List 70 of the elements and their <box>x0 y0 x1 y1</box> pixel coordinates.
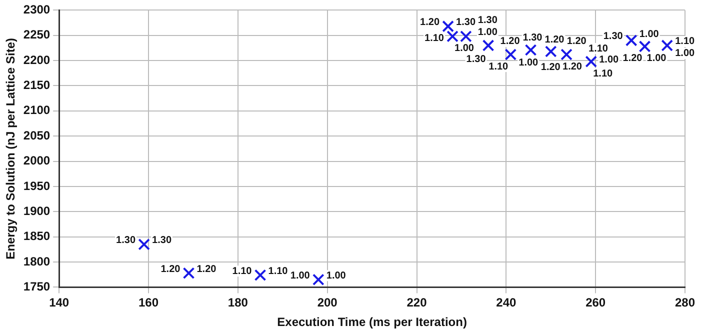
x-tick-label: 220 <box>406 296 428 310</box>
point <box>182 267 195 280</box>
annotation: 1.10 <box>424 33 444 44</box>
x-tick-label: 200 <box>317 296 338 310</box>
annotation: 1.10 <box>488 61 509 72</box>
point <box>460 30 472 42</box>
y-tick-label: 2300 <box>23 2 50 17</box>
point <box>254 269 266 282</box>
annotation: 1.00 <box>326 270 346 282</box>
annotation: 1.20 <box>500 36 520 48</box>
y-axis-title: Energy to Solution (nJ per Lattice Site) <box>4 38 18 260</box>
annotation: 1.10 <box>268 266 288 277</box>
x-tick-label: 260 <box>586 296 606 310</box>
annotation: 1.00 <box>646 53 667 64</box>
point <box>661 40 674 52</box>
x-tick-label: 180 <box>228 296 248 310</box>
point <box>138 238 150 250</box>
annotation: 1.00 <box>454 43 474 54</box>
y-tick-label: 1950 <box>23 178 50 193</box>
point <box>625 34 638 46</box>
point <box>504 48 517 60</box>
annotation: 1.10 <box>593 68 614 80</box>
point <box>585 56 598 68</box>
annotation: 1.10 <box>232 266 252 277</box>
annotation: 1.30 <box>478 15 498 26</box>
point <box>638 40 651 52</box>
annotation: 1.30 <box>152 235 172 246</box>
y-tick-label: 1800 <box>23 254 50 268</box>
point <box>446 30 458 42</box>
point <box>544 46 557 58</box>
annotation: 1.20 <box>160 264 181 275</box>
annotation: 1.20 <box>196 264 217 275</box>
annotation: 1.20 <box>622 53 643 64</box>
x-axis-title: Execution Time (ms per Iteration) <box>277 315 467 330</box>
annotation: 1.00 <box>518 57 539 68</box>
annotation: 1.30 <box>522 32 543 44</box>
annotation: 1.30 <box>456 17 476 28</box>
annotation: 1.30 <box>466 54 486 66</box>
x-tick-label: 140 <box>49 296 70 310</box>
x-tick-label: 280 <box>674 296 696 310</box>
annotation: 1.00 <box>675 48 696 60</box>
point <box>560 48 572 60</box>
y-tick-label: 1900 <box>23 204 50 218</box>
y-tick-label: 1750 <box>23 280 50 294</box>
annotation: 1.10 <box>588 43 608 54</box>
annotation: 1.10 <box>675 36 696 48</box>
annotation: 1.30 <box>116 235 136 246</box>
x-tick-label: 160 <box>138 296 159 310</box>
y-tick-label: 2250 <box>23 28 50 42</box>
y-tick-label: 2000 <box>23 154 50 168</box>
point <box>442 20 454 32</box>
y-tick-label: 2100 <box>23 103 50 118</box>
point <box>312 274 324 286</box>
annotation: 1.00 <box>599 54 620 66</box>
annotation: 1.20 <box>562 61 582 72</box>
x-tick-label: 240 <box>496 296 516 310</box>
point <box>482 40 494 52</box>
annotation: 1.20 <box>420 17 440 28</box>
point <box>524 44 537 56</box>
annotation: 1.00 <box>290 270 310 282</box>
y-tick-label: 2150 <box>23 78 50 92</box>
annotation: 1.00 <box>478 27 498 38</box>
annotation: 1.30 <box>603 31 624 42</box>
y-tick-label: 1850 <box>23 229 50 244</box>
annotation: 1.20 <box>540 62 561 74</box>
annotation: 1.00 <box>639 29 660 40</box>
y-tick-label: 2200 <box>23 52 50 67</box>
annotation: 1.20 <box>566 36 587 48</box>
annotation: 1.20 <box>544 34 565 46</box>
y-tick-label: 2050 <box>23 128 50 142</box>
